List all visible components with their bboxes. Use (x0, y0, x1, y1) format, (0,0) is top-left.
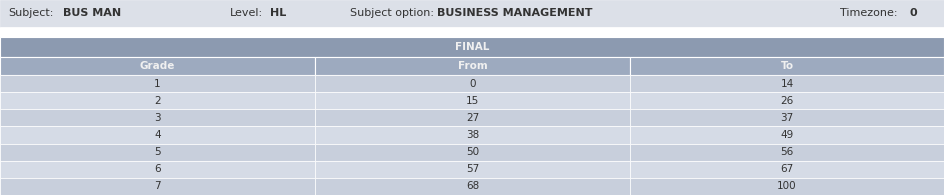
Text: 4: 4 (154, 130, 160, 140)
Text: Level:: Level: (230, 9, 263, 19)
Text: 57: 57 (466, 164, 480, 174)
Text: 100: 100 (777, 181, 797, 191)
Text: 38: 38 (466, 130, 480, 140)
Text: To: To (781, 61, 794, 71)
Bar (0, 178, 315, 195)
Bar (630, 109, 944, 126)
Text: 6: 6 (154, 164, 160, 174)
Bar (0, 109, 315, 126)
Text: 0: 0 (910, 9, 918, 19)
Bar (0, 161, 315, 178)
Bar (0, 92, 315, 109)
Bar (315, 126, 630, 144)
Bar (0, 126, 315, 144)
Text: 3: 3 (154, 113, 160, 123)
Text: 50: 50 (466, 147, 479, 157)
Text: Subject option:: Subject option: (350, 9, 434, 19)
Bar (630, 178, 944, 195)
Text: 27: 27 (466, 113, 480, 123)
Bar (315, 57, 630, 75)
Bar (0, 57, 315, 75)
Text: Subject:: Subject: (8, 9, 54, 19)
Text: HL: HL (270, 9, 286, 19)
Bar (315, 75, 630, 92)
Bar (315, 109, 630, 126)
Bar (630, 126, 944, 144)
Text: 5: 5 (154, 147, 160, 157)
Text: Grade: Grade (140, 61, 176, 71)
Bar (630, 144, 944, 161)
Bar (0, 144, 315, 161)
Text: 26: 26 (781, 96, 794, 106)
Text: 56: 56 (781, 147, 794, 157)
Bar (630, 161, 944, 178)
Text: 49: 49 (781, 130, 794, 140)
Text: 1: 1 (154, 79, 160, 89)
Text: 15: 15 (466, 96, 480, 106)
Bar (0, 0, 944, 27)
Text: Timezone:: Timezone: (840, 9, 898, 19)
Bar (630, 92, 944, 109)
Bar (630, 75, 944, 92)
Text: 2: 2 (154, 96, 160, 106)
Text: From: From (458, 61, 487, 71)
Bar (315, 178, 630, 195)
Text: 0: 0 (469, 79, 476, 89)
Text: 67: 67 (781, 164, 794, 174)
Bar (315, 161, 630, 178)
Bar (315, 92, 630, 109)
Text: BUS MAN: BUS MAN (63, 9, 121, 19)
Text: FINAL: FINAL (455, 42, 489, 52)
Bar (0, 27, 944, 37)
Bar (315, 144, 630, 161)
Bar (0, 37, 944, 57)
Text: 14: 14 (781, 79, 794, 89)
Bar (630, 57, 944, 75)
Text: 68: 68 (466, 181, 480, 191)
Text: 7: 7 (154, 181, 160, 191)
Bar (0, 75, 315, 92)
Text: BUSINESS MANAGEMENT: BUSINESS MANAGEMENT (437, 9, 593, 19)
Text: 37: 37 (781, 113, 794, 123)
